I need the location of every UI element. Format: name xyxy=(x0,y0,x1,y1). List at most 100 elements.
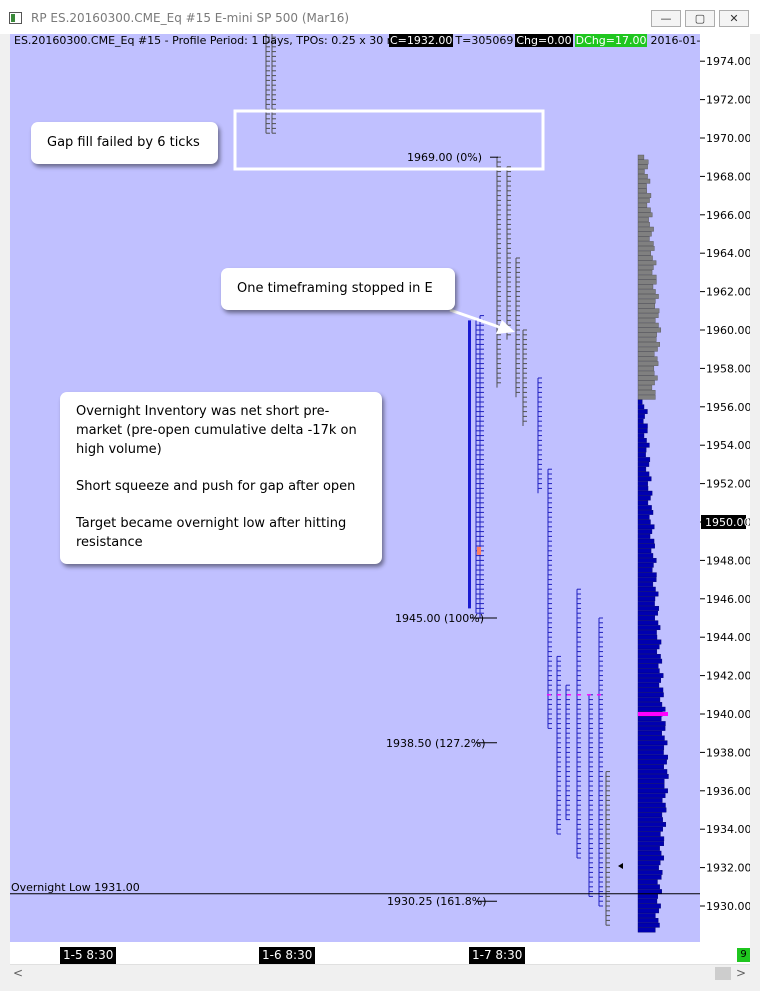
volume-profile-bar xyxy=(637,562,654,568)
volume-profile-bar xyxy=(637,418,644,424)
volume-profile-bar xyxy=(637,476,652,482)
volume-profile-bar xyxy=(637,409,648,414)
volume-profile-bar xyxy=(637,447,647,453)
volume-profile-bar xyxy=(637,226,654,232)
volume-profile-bar xyxy=(637,327,662,333)
volume-profile-bar xyxy=(637,898,658,904)
volume-profile-bar xyxy=(637,212,653,218)
volume-profile-bar xyxy=(637,524,655,530)
volume-profile-bar xyxy=(637,716,662,722)
volume-profile-bar xyxy=(637,231,652,237)
price-tick-label: 1940.00 xyxy=(706,708,750,721)
maximize-button[interactable]: ▢ xyxy=(685,10,715,27)
current-price-marker xyxy=(701,515,746,529)
scroll-thumb[interactable] xyxy=(715,967,731,980)
volume-profile-bar xyxy=(637,764,664,770)
open-marker xyxy=(477,546,481,555)
gap-box xyxy=(233,109,545,171)
volume-profile-bar xyxy=(637,500,649,506)
volume-profile-bar xyxy=(637,918,659,923)
close-button[interactable]: ✕ xyxy=(719,10,749,27)
volume-profile-bar xyxy=(637,322,659,328)
volume-profile-bar xyxy=(637,178,651,184)
volume-profile-bar xyxy=(637,634,658,640)
volume-profile-bar xyxy=(637,879,658,885)
price-tick-label: 1930.00 xyxy=(706,900,750,913)
scroll-right-icon[interactable]: > xyxy=(735,966,747,980)
window-title: RP ES.20160300.CME_Eq #15 E-mini SP 500 … xyxy=(31,11,350,25)
price-tick-label: 1970.00 xyxy=(706,132,750,145)
volume-profile-bar xyxy=(637,692,664,698)
volume-profile-bar xyxy=(637,889,662,895)
volume-profile-bar xyxy=(637,726,666,731)
volume-profile-bar xyxy=(637,721,666,727)
volume-profile-bar xyxy=(637,745,665,751)
chart-header: ES.20160300.CME_Eq #15 - Profile Period:… xyxy=(14,34,407,49)
price-tick-label: 1936.00 xyxy=(706,785,750,798)
volume-profile-bar xyxy=(637,294,659,299)
volume-profile-bar xyxy=(637,702,663,707)
date-label-1-7: 1-7 8:30 xyxy=(469,947,526,964)
volume-profile-bar xyxy=(637,596,656,602)
volume-profile-bar xyxy=(637,313,659,318)
volume-profile-bar xyxy=(637,514,650,520)
volume-profile-bar xyxy=(637,265,654,270)
volume-profile-bar xyxy=(637,284,654,290)
volume-profile-bar xyxy=(637,423,648,429)
volume-profile-bar xyxy=(637,308,660,314)
volume-profile-bar xyxy=(637,778,665,784)
fib-level-label: 1969.00 (0%) xyxy=(407,151,482,164)
volume-profile-bar xyxy=(637,245,655,251)
volume-profile-bar xyxy=(637,908,660,914)
callout-inventory: Overnight Inventory was net short pre-ma… xyxy=(60,392,382,564)
volume-profile-bar xyxy=(637,894,658,899)
volume-profile-bar xyxy=(637,534,651,539)
volume-profile-bar xyxy=(637,606,660,611)
header-stats: C=1932.00 T=305069 Chg=0.00 DChg=17.00 2016-… xyxy=(389,34,732,48)
volume-profile-bar xyxy=(637,385,653,390)
price-axis[interactable]: 1930.00 1932.00 1934.00 1936.00 1938.00 1940.… xyxy=(700,34,752,942)
callout-inventory-line-1: Overnight Inventory was net short pre-ma… xyxy=(76,404,357,457)
volume-profile-bar xyxy=(637,841,664,847)
volume-profile-bar xyxy=(637,543,655,549)
volume-profile-bar xyxy=(637,217,649,222)
title-bar: RP ES.20160300.CME_Eq #15 E-mini SP 500 … xyxy=(0,0,760,35)
volume-profile-bar xyxy=(637,183,647,189)
volume-profile-bar xyxy=(637,649,658,655)
callout-inventory-line-3: Target became overnight low after hittin… xyxy=(76,516,347,550)
volume-profile-bar xyxy=(637,255,653,261)
volume-profile-bar xyxy=(637,807,667,813)
volume-profile-bar xyxy=(637,366,655,371)
volume-profile-bar xyxy=(637,846,660,851)
volume-profile-bar xyxy=(637,783,665,789)
volume-profile-bar xyxy=(637,620,659,626)
volume-profile-bar xyxy=(637,759,667,765)
volume-profile-bar xyxy=(637,913,656,919)
volume-profile-bar xyxy=(637,903,661,909)
callout-gap-fill-text: Gap fill failed by 6 ticks xyxy=(47,135,200,150)
price-tick-label: 1942.00 xyxy=(706,670,750,683)
volume-profile-bar xyxy=(637,855,665,861)
fib-level-label: 1938.50 (127.2%) xyxy=(386,737,486,750)
volume-profile-bar xyxy=(637,798,663,803)
volume-profile-bar xyxy=(637,735,665,741)
volume-profile-bar xyxy=(637,346,658,352)
volume-profile-bar xyxy=(637,769,668,775)
volume-profile-bar xyxy=(637,164,648,170)
volume-profile-bar xyxy=(637,654,661,659)
volume-profile-bar xyxy=(637,817,663,823)
volume-profile-bar xyxy=(637,404,645,410)
volume-profile-bar xyxy=(637,697,661,703)
scroll-left-icon[interactable]: < xyxy=(12,966,24,980)
volume-profile-bar xyxy=(637,687,664,693)
volume-profile-bar xyxy=(637,625,661,631)
volume-profile-bar xyxy=(637,865,659,871)
price-axis-svg: 1930.00 1932.00 1934.00 1936.00 1938.00 1940.… xyxy=(700,55,752,913)
volume-profile-bar xyxy=(637,519,651,525)
header-day-change: DChg=17.00 xyxy=(574,34,648,47)
minimize-button[interactable]: — xyxy=(651,10,681,27)
app-icon xyxy=(9,12,22,24)
volume-profile-bar xyxy=(637,490,653,496)
horizontal-scrollbar[interactable]: < > xyxy=(10,964,750,982)
volume-profile-bar xyxy=(637,673,664,679)
